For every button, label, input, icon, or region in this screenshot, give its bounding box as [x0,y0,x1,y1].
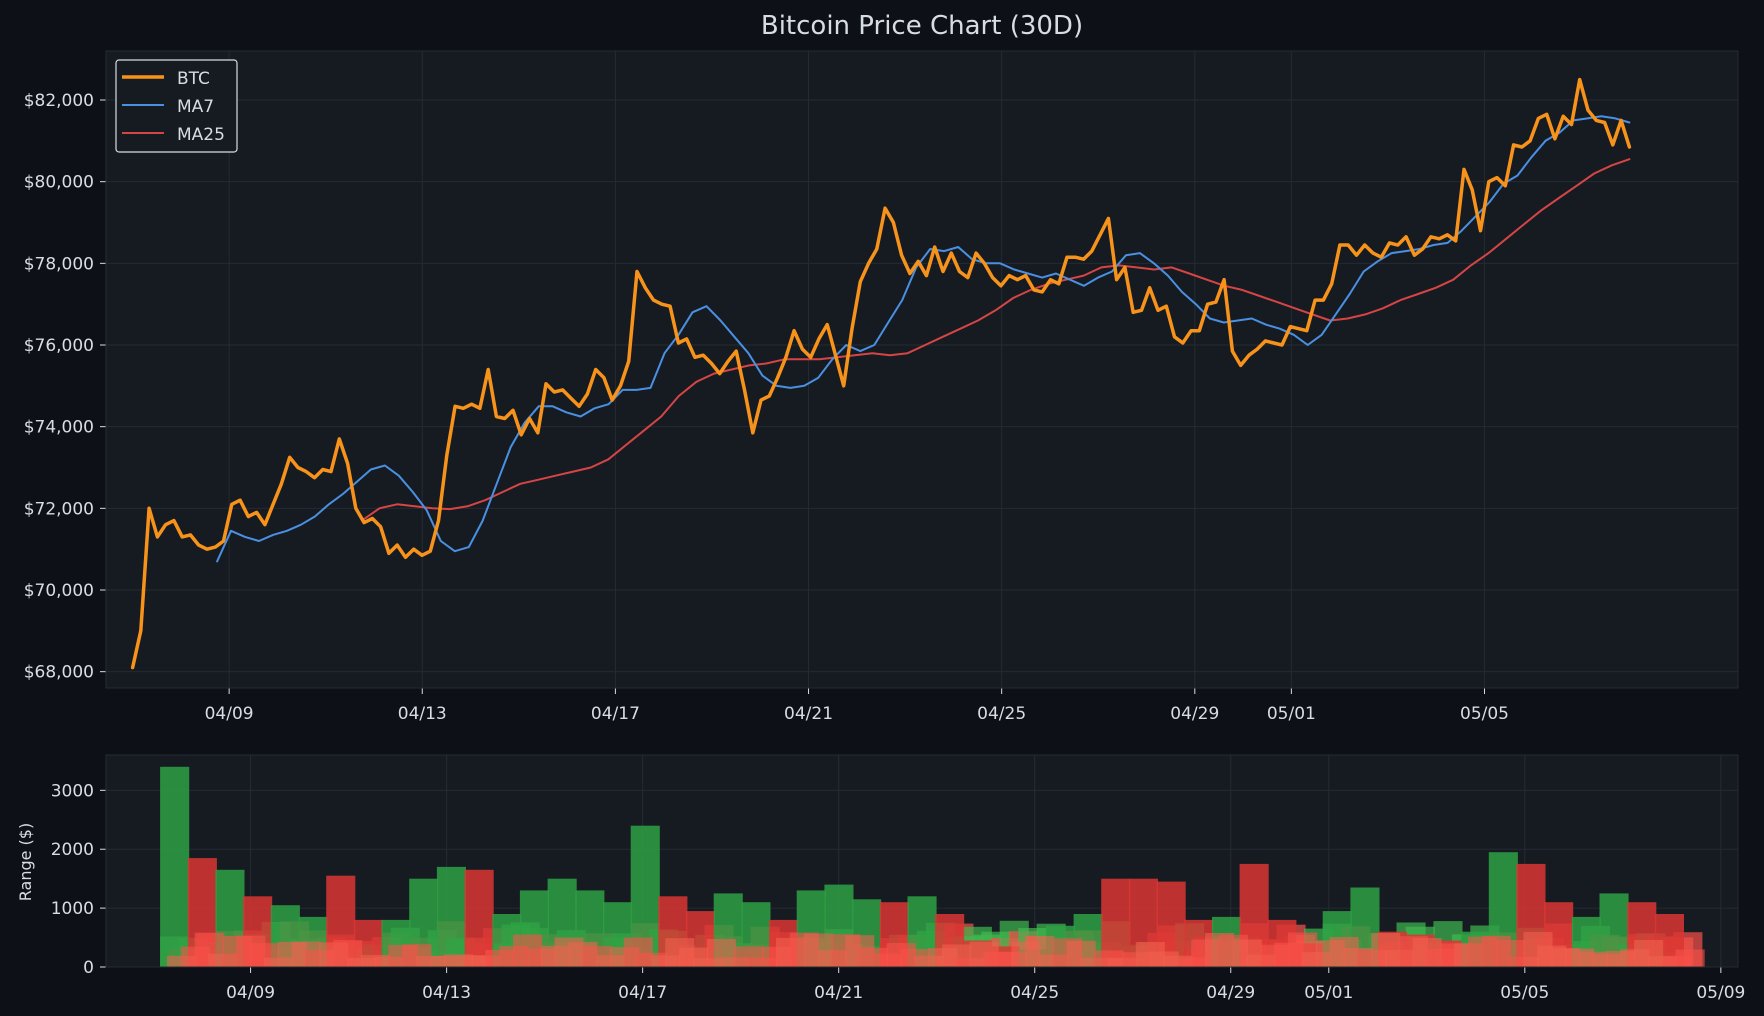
price-y-tick-label: $82,000 [24,91,94,111]
series-ma25-line [360,158,1631,522]
range-y-tick-label: 3000 [51,781,94,801]
range-y-tick-label: 2000 [51,840,94,860]
price-plot-area [106,51,1738,688]
price-x-tick-label: 05/01 [1267,704,1316,724]
price-lines [130,77,1632,670]
range-x-tick-label: 04/21 [814,983,863,1003]
price-y-tick-label: $74,000 [24,418,94,438]
price-x-tick-label: 04/25 [977,704,1026,724]
price-x-tick-label: 05/05 [1460,704,1509,724]
legend-box [115,59,238,153]
range-x-tick-label: 05/05 [1500,983,1549,1003]
price-y-tick-label: $68,000 [24,663,94,683]
range-bar-overlay [1675,949,1705,967]
price-y-axis: $68,000 $70,000 $72,000 $74,000 $76,000 $78,0… [24,91,106,683]
range-bar [160,766,190,967]
series-ma7-line [216,115,1631,563]
range-x-tick-label: 04/29 [1206,983,1255,1003]
series-btc-line [130,77,1632,670]
price-y-tick-label: $80,000 [24,173,94,193]
range-x-tick-label: 04/13 [422,983,471,1003]
range-x-tick-label: 04/17 [618,983,667,1003]
price-y-tick-label: $76,000 [24,336,94,356]
legend-ma25-label: MA25 [177,125,225,145]
range-x-tick-label: 05/09 [1696,983,1745,1003]
range-y-axis-label: Range ($) [16,823,35,901]
range-y-axis: 0 1000 2000 3000 [51,781,106,978]
price-y-tick-label: $72,000 [24,499,94,519]
price-x-tick-label: 04/17 [591,704,640,724]
price-plot-border [105,50,1739,689]
range-y-tick-label: 1000 [51,899,94,919]
legend: BTC MA7 MA25 [115,59,238,153]
price-x-axis: 04/09 04/13 04/17 04/21 04/25 04/29 05/01 05/05 [205,688,1509,724]
price-y-tick-label: $70,000 [24,581,94,601]
price-x-tick-label: 04/13 [398,704,447,724]
range-y-tick-label: 0 [83,958,94,978]
price-y-tick-label: $78,000 [24,254,94,274]
range-x-tick-label: 05/01 [1304,983,1353,1003]
range-bars [160,766,1705,967]
range-x-tick-label: 04/09 [226,983,275,1003]
price-x-tick-label: 04/29 [1170,704,1219,724]
legend-btc-label: BTC [177,69,210,89]
chart-title: Bitcoin Price Chart (30D) [761,11,1083,41]
range-x-axis: 04/09 04/13 04/17 04/21 04/25 04/29 05/01 05/05… [226,967,1745,1003]
range-x-tick-label: 04/25 [1010,983,1059,1003]
price-x-tick-label: 04/21 [784,704,833,724]
range-plot-border [105,754,1739,968]
range-bar [436,866,466,967]
price-x-tick-label: 04/09 [205,704,254,724]
legend-ma7-label: MA7 [177,97,214,117]
